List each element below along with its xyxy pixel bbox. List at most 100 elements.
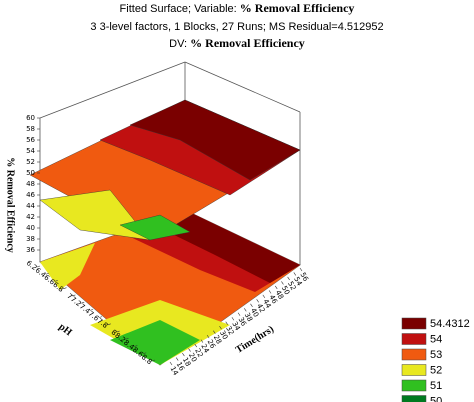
legend-label: 54 [430, 333, 442, 345]
legend-label: 54.4312 [430, 318, 470, 330]
legend-swatch [401, 333, 427, 345]
legend-label: 53 [430, 349, 442, 361]
x-tick [72, 294, 76, 297]
x-tick [125, 338, 129, 340]
z-tick-label: 36 [26, 246, 35, 254]
y-tick-label: 40 [249, 307, 260, 319]
title-text: DV: [169, 38, 190, 50]
y-tick [299, 267, 303, 272]
y-tick [169, 361, 173, 366]
legend-swatch [401, 317, 427, 330]
z-axis-label: % Removal Efficiency [5, 157, 16, 253]
z-tick-label: 50 [26, 169, 35, 177]
x-tick [116, 330, 120, 333]
y-tick [256, 299, 259, 303]
x-tick [45, 272, 49, 275]
y-tick-label: 46 [268, 294, 280, 306]
x-tick-label: 7 [65, 292, 73, 301]
x-tick [134, 345, 138, 347]
title-line: Fitted Surface; Variable: % Removal Effi… [120, 1, 355, 15]
x-tick [151, 359, 156, 362]
legend-swatch [401, 364, 427, 376]
z-tick-label: 56 [26, 136, 35, 144]
x-tick [89, 309, 94, 311]
x-tick [143, 352, 147, 355]
contour-band [40, 243, 95, 290]
y-tick [200, 339, 204, 343]
x-tick [54, 280, 58, 282]
y-tick-label: 44 [261, 298, 273, 310]
z-tick-label: 58 [26, 125, 35, 133]
y-tick [237, 312, 241, 316]
legend: 54.4312 54 53 52 51 50 [401, 317, 470, 402]
y-tick-label: 32 [224, 325, 235, 337]
y-tick-label: 20 [187, 352, 198, 364]
y-tick-label: 26 [206, 338, 218, 350]
y-tick-label: 22 [193, 347, 204, 359]
title-bold: % Removal Efficiency [240, 1, 355, 15]
floor-contour [40, 210, 300, 365]
z-tick-label: 42 [26, 213, 35, 221]
z-tick-label: 40 [26, 224, 35, 232]
y-tick [194, 343, 198, 348]
y-tick-label: 54 [292, 276, 304, 288]
y-tick-label: 48 [274, 289, 285, 301]
y-tick-label: 24 [199, 343, 211, 355]
legend-swatch [401, 348, 427, 361]
legend-label: 51 [430, 380, 442, 392]
x-tick [81, 301, 85, 304]
y-tick [250, 303, 253, 307]
y-tick [182, 352, 185, 357]
contour-band [160, 210, 300, 283]
y-tick [213, 330, 216, 334]
y-tick-label: 34 [230, 320, 242, 332]
z-tick-label: 52 [26, 158, 35, 166]
z-tick-label: 60 [26, 114, 35, 122]
y-tick-label: 56 [298, 271, 310, 283]
axis-line [39, 61, 186, 119]
y-tick [281, 281, 284, 285]
y-tick-label: 36 [237, 316, 249, 328]
y-tick-label: 42 [255, 302, 266, 314]
surface-band [119, 214, 191, 241]
y-tick [231, 317, 235, 321]
y-tick-label: 16 [175, 361, 187, 373]
subtitle: 3 3-level factors, 1 Blocks, 27 Runs; MS… [90, 21, 383, 33]
y-tick-label: 30 [218, 329, 229, 341]
y-tick [225, 321, 228, 325]
title-bold: % Removal Efficiency [190, 36, 305, 50]
x-tick [63, 287, 67, 289]
x-tick [107, 323, 111, 326]
legend-swatch [401, 379, 427, 392]
legend-swatch [401, 395, 427, 402]
y-tick-label: 14 [168, 365, 180, 377]
y-tick-label: 38 [243, 311, 254, 323]
x-tick [36, 265, 41, 268]
y-tick-label: 50 [280, 285, 291, 297]
y-tick [287, 276, 290, 281]
legend-label: 50 [430, 395, 442, 402]
z-tick-label: 54 [26, 147, 35, 155]
surface [29, 99, 301, 241]
y-tick [262, 294, 266, 299]
x-axis-label: pH [56, 321, 73, 338]
y-tick [188, 348, 191, 352]
z-tick-label: 48 [26, 180, 35, 188]
z-tick-label: 46 [26, 191, 35, 199]
title-text: Fitted Surface; Variable: [120, 3, 240, 15]
y-tick-label: 18 [181, 356, 192, 368]
y-tick [219, 326, 222, 330]
y-tick [206, 334, 210, 339]
y-tick [274, 285, 278, 290]
y-tick [175, 357, 179, 361]
z-tick-label: 38 [26, 235, 35, 243]
surface-band [129, 99, 301, 181]
y-tick [244, 308, 247, 312]
contour-band [110, 320, 200, 365]
y-tick [293, 272, 297, 276]
legend-label: 52 [430, 364, 442, 376]
x-tick [98, 316, 103, 318]
axis-line [184, 61, 301, 113]
